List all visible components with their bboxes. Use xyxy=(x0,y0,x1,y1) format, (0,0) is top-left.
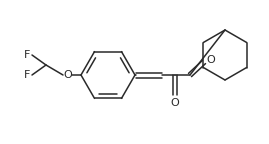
Text: O: O xyxy=(171,98,179,108)
Text: O: O xyxy=(207,55,215,65)
Text: F: F xyxy=(24,70,30,80)
Text: O: O xyxy=(64,70,72,80)
Text: F: F xyxy=(24,50,30,60)
